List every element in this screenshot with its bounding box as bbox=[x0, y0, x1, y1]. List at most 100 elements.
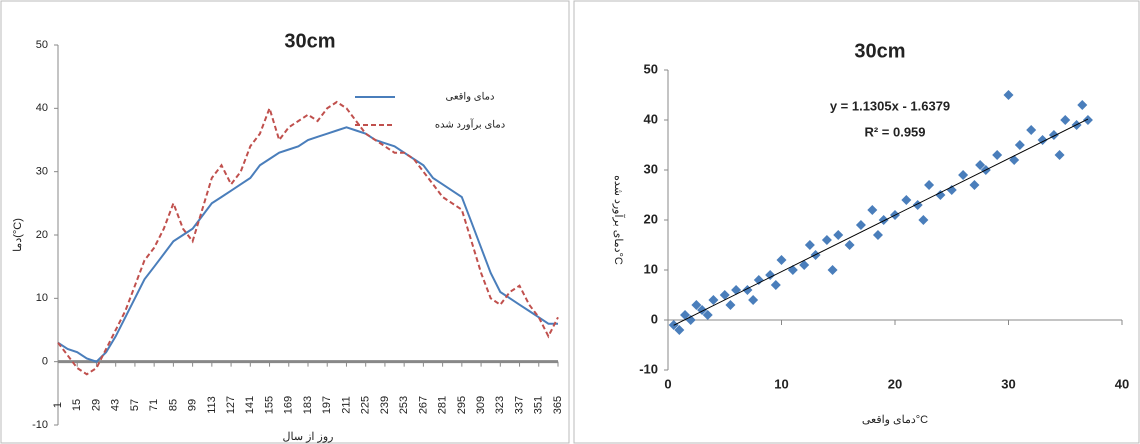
x-tick-label: 253 bbox=[398, 396, 410, 414]
chart-title: 30cm bbox=[284, 30, 335, 52]
x-tick-label: 295 bbox=[456, 396, 468, 414]
scatter-point bbox=[753, 275, 764, 285]
scatter-point bbox=[1048, 130, 1059, 140]
scatter-point bbox=[770, 280, 781, 290]
y-axis-title: دمای برآورد شده°C bbox=[612, 175, 625, 265]
scatter-point bbox=[702, 310, 713, 320]
x-tick-label: 211 bbox=[340, 396, 352, 414]
y-tick-label: -10 bbox=[639, 361, 658, 376]
scatter-point bbox=[844, 240, 855, 250]
x-tick-label: 309 bbox=[475, 396, 487, 414]
x-tick-label: 99 bbox=[187, 399, 199, 411]
scatter-point bbox=[674, 325, 685, 335]
x-tick-label: 323 bbox=[494, 396, 506, 414]
x-tick-label: 281 bbox=[437, 396, 449, 414]
scatter-point bbox=[685, 315, 696, 325]
scatter-point bbox=[804, 240, 815, 250]
y-tick-label: -10 bbox=[32, 419, 48, 431]
x-tick-label: 30 bbox=[1001, 376, 1015, 391]
x-tick-label: 10 bbox=[774, 376, 788, 391]
scatter-point bbox=[731, 285, 742, 295]
scatter-point bbox=[912, 200, 923, 210]
x-tick-label: 239 bbox=[379, 396, 391, 414]
scatter-point bbox=[1082, 115, 1093, 125]
scatter-point bbox=[992, 150, 1003, 160]
trendline-equation: y = 1.1305x - 1.6379 bbox=[830, 98, 950, 113]
y-tick-label: 30 bbox=[36, 166, 48, 178]
y-tick-label: 0 bbox=[651, 311, 658, 326]
scatter-point bbox=[935, 190, 946, 200]
y-tick-label: 50 bbox=[36, 39, 48, 51]
trendline bbox=[673, 118, 1089, 326]
x-tick-label: 1 bbox=[52, 402, 64, 408]
scatter-point bbox=[1003, 90, 1014, 100]
x-tick-label: 155 bbox=[263, 396, 275, 414]
scatter-point bbox=[765, 270, 776, 280]
y-tick-label: 30 bbox=[644, 161, 658, 176]
x-tick-label: 15 bbox=[71, 399, 83, 411]
x-tick-label: 351 bbox=[533, 396, 545, 414]
r-squared: R² = 0.959 bbox=[864, 124, 925, 139]
scatter-point bbox=[1026, 125, 1037, 135]
x-tick-label: 365 bbox=[552, 396, 564, 414]
x-tick-label: 43 bbox=[110, 399, 122, 411]
x-axis-title: دمای واقعی°C bbox=[862, 414, 928, 426]
scatter-point bbox=[867, 205, 878, 215]
scatter-point bbox=[958, 170, 969, 180]
right-frame bbox=[573, 0, 1140, 444]
y-tick-label: 50 bbox=[644, 61, 658, 76]
scatter-point bbox=[1077, 100, 1088, 110]
scatter-point bbox=[878, 215, 889, 225]
scatter-point bbox=[680, 310, 691, 320]
scatter-point bbox=[855, 220, 866, 230]
scatter-point bbox=[1009, 155, 1020, 165]
scatter-point bbox=[748, 295, 759, 305]
x-tick-label: 0 bbox=[664, 376, 671, 391]
legend-label: دمای واقعی bbox=[445, 92, 494, 103]
y-tick-label: 20 bbox=[644, 211, 658, 226]
x-tick-label: 169 bbox=[283, 396, 295, 414]
scatter-point bbox=[1054, 150, 1065, 160]
x-tick-label: 225 bbox=[360, 396, 372, 414]
x-tick-label: 29 bbox=[90, 399, 102, 411]
y-tick-label: 0 bbox=[42, 356, 48, 368]
scatter-point bbox=[918, 215, 929, 225]
scatter-point bbox=[827, 265, 838, 275]
series-line bbox=[57, 126, 558, 363]
x-tick-label: 71 bbox=[148, 399, 160, 411]
scatter-point bbox=[872, 230, 883, 240]
scatter-point bbox=[946, 185, 957, 195]
scatter-point bbox=[725, 300, 736, 310]
x-tick-label: 40 bbox=[1115, 376, 1129, 391]
x-tick-label: 267 bbox=[417, 396, 429, 414]
scatter-point bbox=[969, 180, 980, 190]
x-tick-label: 20 bbox=[888, 376, 902, 391]
scatter-point bbox=[975, 160, 986, 170]
y-tick-label: 10 bbox=[644, 261, 658, 276]
x-tick-label: 197 bbox=[321, 396, 333, 414]
legend-label: دمای برآورد شده bbox=[435, 118, 505, 131]
scatter-point bbox=[799, 260, 810, 270]
scatter-point bbox=[901, 195, 912, 205]
x-tick-label: 127 bbox=[225, 396, 237, 414]
x-tick-label: 183 bbox=[302, 396, 314, 414]
scatter-point bbox=[708, 295, 719, 305]
scatter-point bbox=[924, 180, 935, 190]
scatter-point bbox=[1014, 140, 1025, 150]
scatter-point bbox=[691, 300, 702, 310]
y-tick-label: 10 bbox=[36, 292, 48, 304]
y-tick-label: 40 bbox=[644, 111, 658, 126]
x-tick-label: 141 bbox=[244, 396, 256, 414]
x-tick-label: 337 bbox=[513, 396, 525, 414]
scatter-point bbox=[833, 230, 844, 240]
scatter-point bbox=[821, 235, 832, 245]
x-tick-label: 85 bbox=[167, 399, 179, 411]
scatter-point bbox=[776, 255, 787, 265]
series-line bbox=[57, 100, 559, 376]
scatter-point bbox=[719, 290, 730, 300]
x-tick-label: 113 bbox=[206, 396, 218, 414]
x-axis-title: روز از سال bbox=[283, 431, 334, 443]
y-axis-title: دما(°C) bbox=[12, 218, 24, 252]
